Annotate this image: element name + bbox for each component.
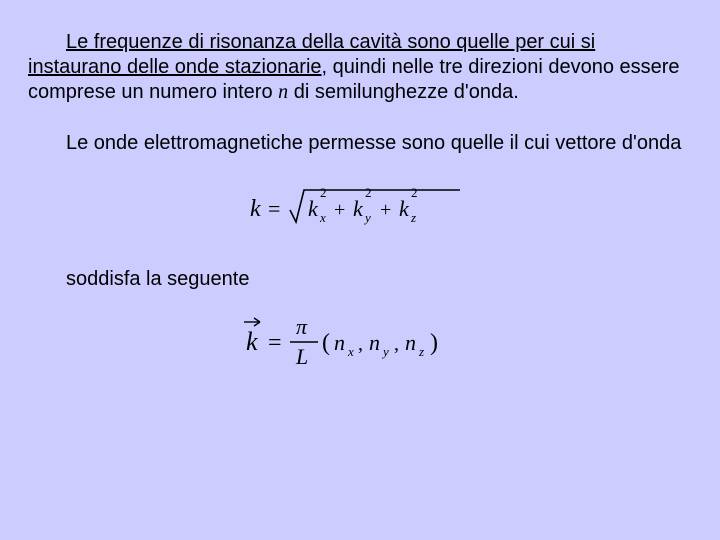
paragraph-1: Le frequenze di risonanza della cavità s… [28,30,692,105]
svg-text:=: = [268,330,282,356]
svg-text:L: L [295,344,308,369]
paragraph-2: Le onde elettromagnetiche permesse sono … [28,131,692,156]
formula-k-vector: k = π L ( n x , n y , n z ) [28,312,692,379]
para1-rest-b: di semilunghezze d'onda. [288,81,519,103]
svg-text:k: k [246,327,258,356]
svg-text:+: + [334,199,345,221]
svg-text:y: y [381,344,389,359]
svg-text:y: y [363,210,371,225]
svg-text:π: π [296,314,308,339]
svg-text:+: + [380,199,391,221]
svg-text:z: z [418,344,424,359]
svg-text:2: 2 [411,185,418,200]
svg-text:k: k [353,196,364,221]
svg-text:,: , [394,333,399,355]
svg-text:k: k [250,196,261,222]
svg-text:(: ( [322,330,330,356]
svg-text:x: x [319,210,326,225]
formula-k-magnitude: k = k 2 x + k 2 y + k 2 z [28,182,692,237]
equation-svg-2: k = π L ( n x , n y , n z ) [240,312,480,374]
svg-text:): ) [430,330,438,356]
svg-text:=: = [268,196,280,221]
svg-text:x: x [347,344,354,359]
variable-n: n [278,81,288,103]
equation-svg-1: k = k 2 x + k 2 y + k 2 z [250,182,470,232]
svg-text:2: 2 [365,185,372,200]
svg-text:,: , [358,333,363,355]
svg-text:k: k [308,196,319,221]
paragraph-3: soddisfa la seguente [28,267,692,292]
svg-text:2: 2 [320,185,327,200]
svg-text:n: n [334,330,345,355]
svg-text:n: n [369,330,380,355]
svg-text:k: k [399,196,410,221]
svg-text:z: z [410,210,416,225]
svg-text:n: n [405,330,416,355]
